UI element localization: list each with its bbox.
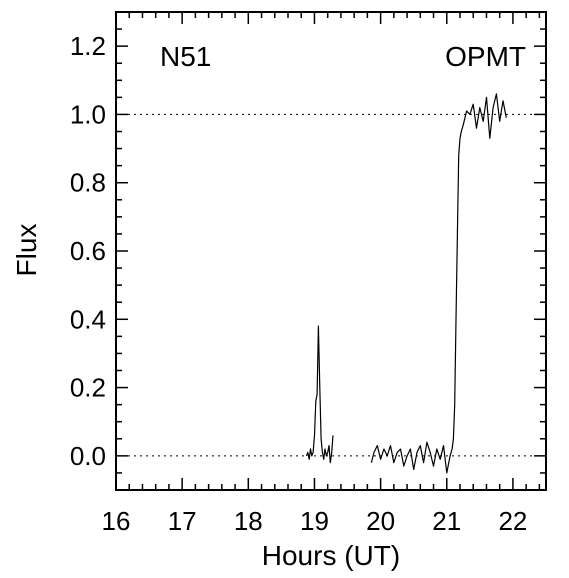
y-tick-label: 1.2 <box>70 31 106 61</box>
x-tick-label: 18 <box>234 506 263 536</box>
x-tick-labels: 16 17 18 19 20 21 22 <box>102 506 528 536</box>
series-layer <box>305 93 507 474</box>
axis-ticks <box>115 11 546 491</box>
y-tick-label: 1.0 <box>70 99 106 129</box>
annotation-opmt: OPMT <box>445 41 526 72</box>
x-tick-label: 16 <box>102 506 131 536</box>
x-tick-label: 22 <box>498 506 527 536</box>
y-tick-label: 0.2 <box>70 373 106 403</box>
y-tick-label: 0.0 <box>70 441 106 471</box>
series-line-1 <box>370 93 507 474</box>
x-axis-label: Hours (UT) <box>262 540 400 571</box>
series-line-0 <box>305 325 334 464</box>
y-axis-label: Flux <box>11 224 42 277</box>
x-tick-label: 21 <box>432 506 461 536</box>
x-tick-label: 20 <box>366 506 395 536</box>
y-tick-labels: 0.0 0.2 0.4 0.6 0.8 1.0 1.2 <box>70 31 106 471</box>
y-tick-label: 0.6 <box>70 236 106 266</box>
y-tick-label: 0.4 <box>70 304 106 334</box>
y-tick-label: 0.8 <box>70 168 106 198</box>
x-tick-label: 17 <box>168 506 197 536</box>
x-tick-label: 19 <box>300 506 329 536</box>
annotation-n51: N51 <box>160 41 211 72</box>
